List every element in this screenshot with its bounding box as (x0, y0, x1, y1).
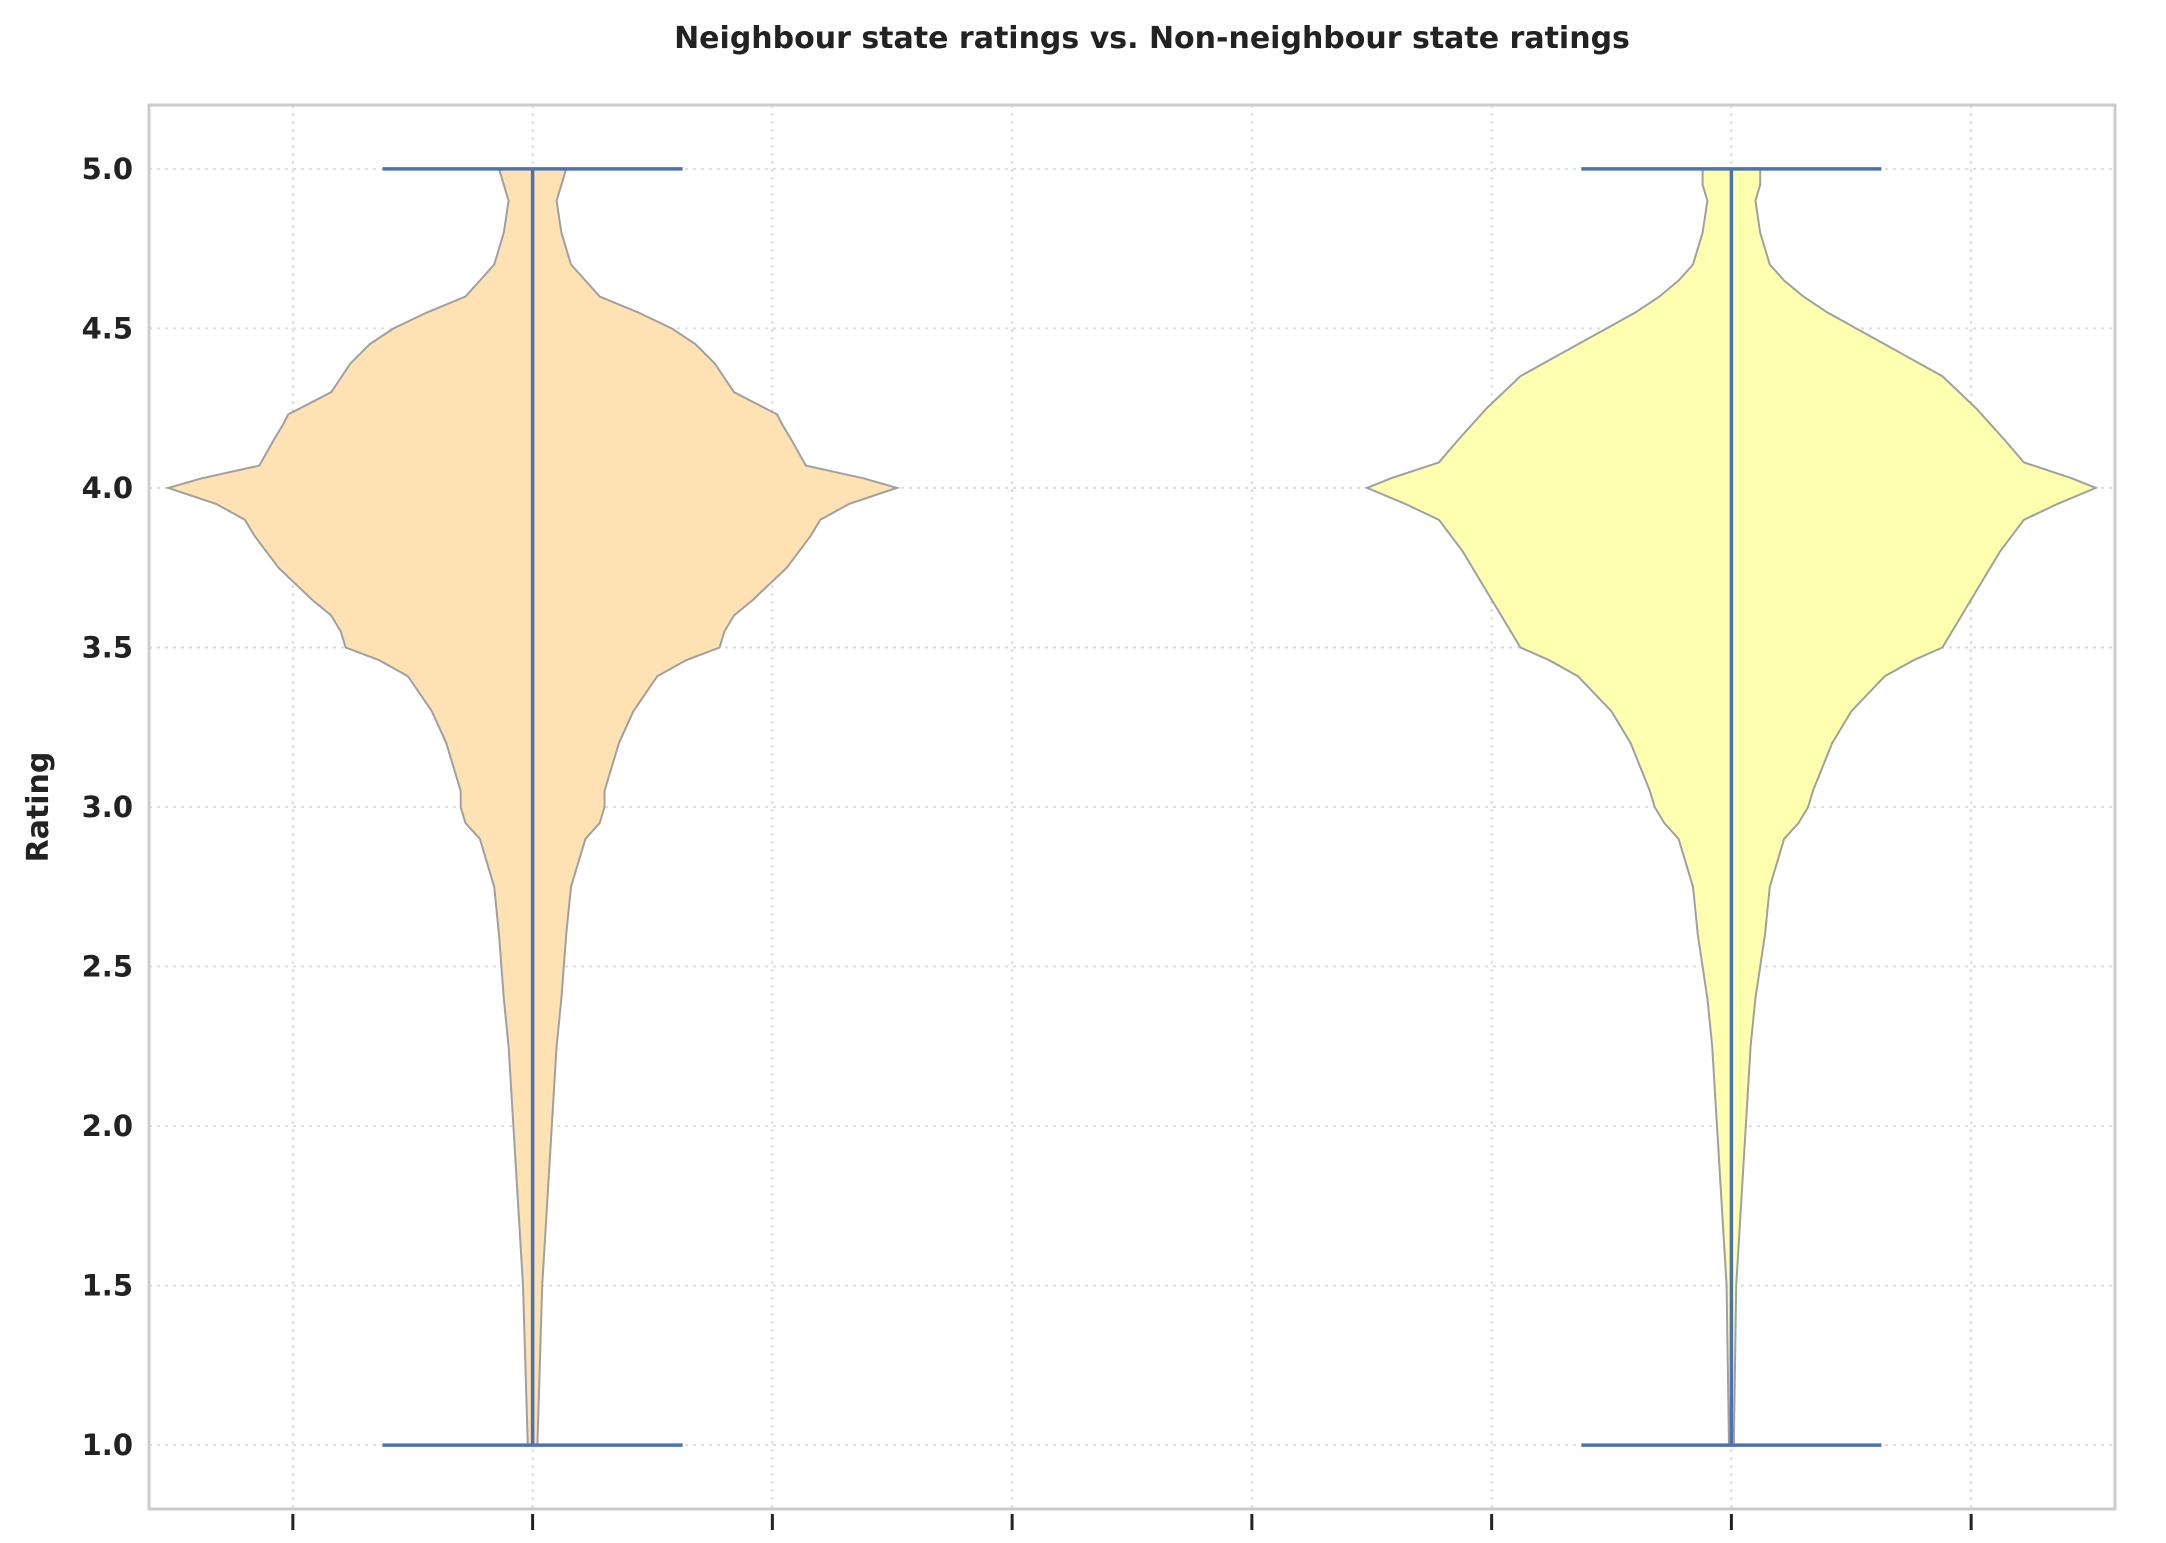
plot-frame (147, 103, 2117, 1511)
violins (164, 167, 2099, 1447)
y-tick-label: 1.5 (82, 1269, 133, 1303)
axes: 1.0 1.5 2.0 2.5 3.0 3.5 4.0 4.5 5.0 (82, 152, 1973, 1530)
y-tick-label: 4.5 (82, 311, 133, 345)
y-tick-label: 4.0 (82, 471, 133, 505)
y-tick-label: 2.0 (82, 1109, 133, 1143)
y-axis-label: Rating (21, 752, 56, 863)
chart-title: Neighbour state ratings vs. Non-neighbou… (674, 21, 1630, 56)
y-tick-label: 1.0 (82, 1428, 133, 1462)
y-tick-label: 3.0 (82, 790, 133, 824)
y-tick-label: 5.0 (82, 152, 133, 186)
y-tick-label: 3.5 (82, 630, 133, 664)
y-tick-label: 2.5 (82, 950, 133, 984)
